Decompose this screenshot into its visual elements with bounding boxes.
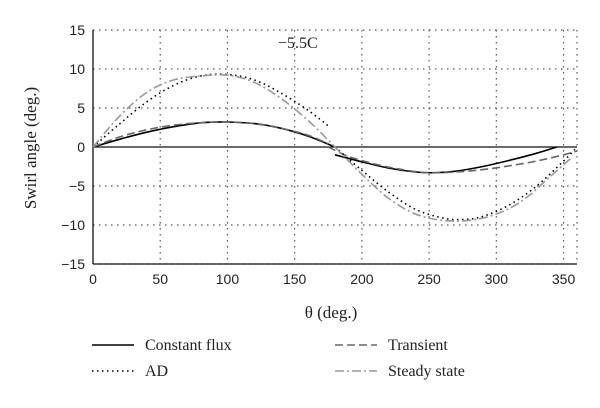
x-tick-label: 100 bbox=[216, 271, 240, 287]
series-line-steady-state-2 bbox=[334, 146, 571, 222]
legend-entry-constant-flux: Constant flux bbox=[92, 337, 232, 354]
y-tick-label: 0 bbox=[77, 139, 85, 155]
y-tick-label: −15 bbox=[61, 256, 85, 272]
series-lines bbox=[92, 73, 578, 222]
series-line-ad-1 bbox=[92, 73, 329, 148]
series-line-constant-flux-2 bbox=[334, 146, 558, 174]
y-tick-label: −5 bbox=[69, 178, 85, 194]
legend-entry-transient: Transient bbox=[335, 337, 448, 354]
y-axis-label: Swirl angle (deg.) bbox=[21, 87, 40, 209]
y-tick-label: 15 bbox=[69, 22, 85, 38]
series-ad bbox=[92, 73, 578, 221]
legend-label: AD bbox=[145, 363, 168, 380]
legend: Constant flux Transient AD Steady state bbox=[92, 337, 465, 380]
series-line-steady-state-1 bbox=[92, 73, 336, 148]
series-line-transient-2 bbox=[327, 146, 578, 174]
x-tick-label: 150 bbox=[283, 271, 307, 287]
chart-annotation: −5.5C bbox=[278, 35, 318, 52]
y-tick-label: −10 bbox=[61, 217, 85, 233]
legend-entry-ad: AD bbox=[92, 363, 168, 380]
x-tick-label: 300 bbox=[485, 271, 509, 287]
series-line-transient-1 bbox=[92, 121, 329, 148]
legend-label: Constant flux bbox=[145, 337, 232, 354]
x-tick-label: 0 bbox=[89, 271, 97, 287]
series-steady-state bbox=[92, 73, 571, 222]
x-tick-label: 200 bbox=[350, 271, 374, 287]
y-tick-label: 10 bbox=[69, 61, 85, 77]
x-axis-label: θ (deg.) bbox=[305, 303, 358, 322]
legend-entry-steady-state: Steady state bbox=[335, 363, 465, 380]
series-line-ad-2 bbox=[334, 146, 578, 221]
y-tick-label: 5 bbox=[77, 100, 85, 116]
series-transient bbox=[92, 121, 578, 174]
x-tick-label: 50 bbox=[152, 271, 168, 287]
legend-label: Steady state bbox=[388, 363, 465, 380]
x-tick-label: 350 bbox=[552, 271, 576, 287]
x-tick-label: 250 bbox=[417, 271, 441, 287]
legend-label: Transient bbox=[388, 337, 448, 354]
